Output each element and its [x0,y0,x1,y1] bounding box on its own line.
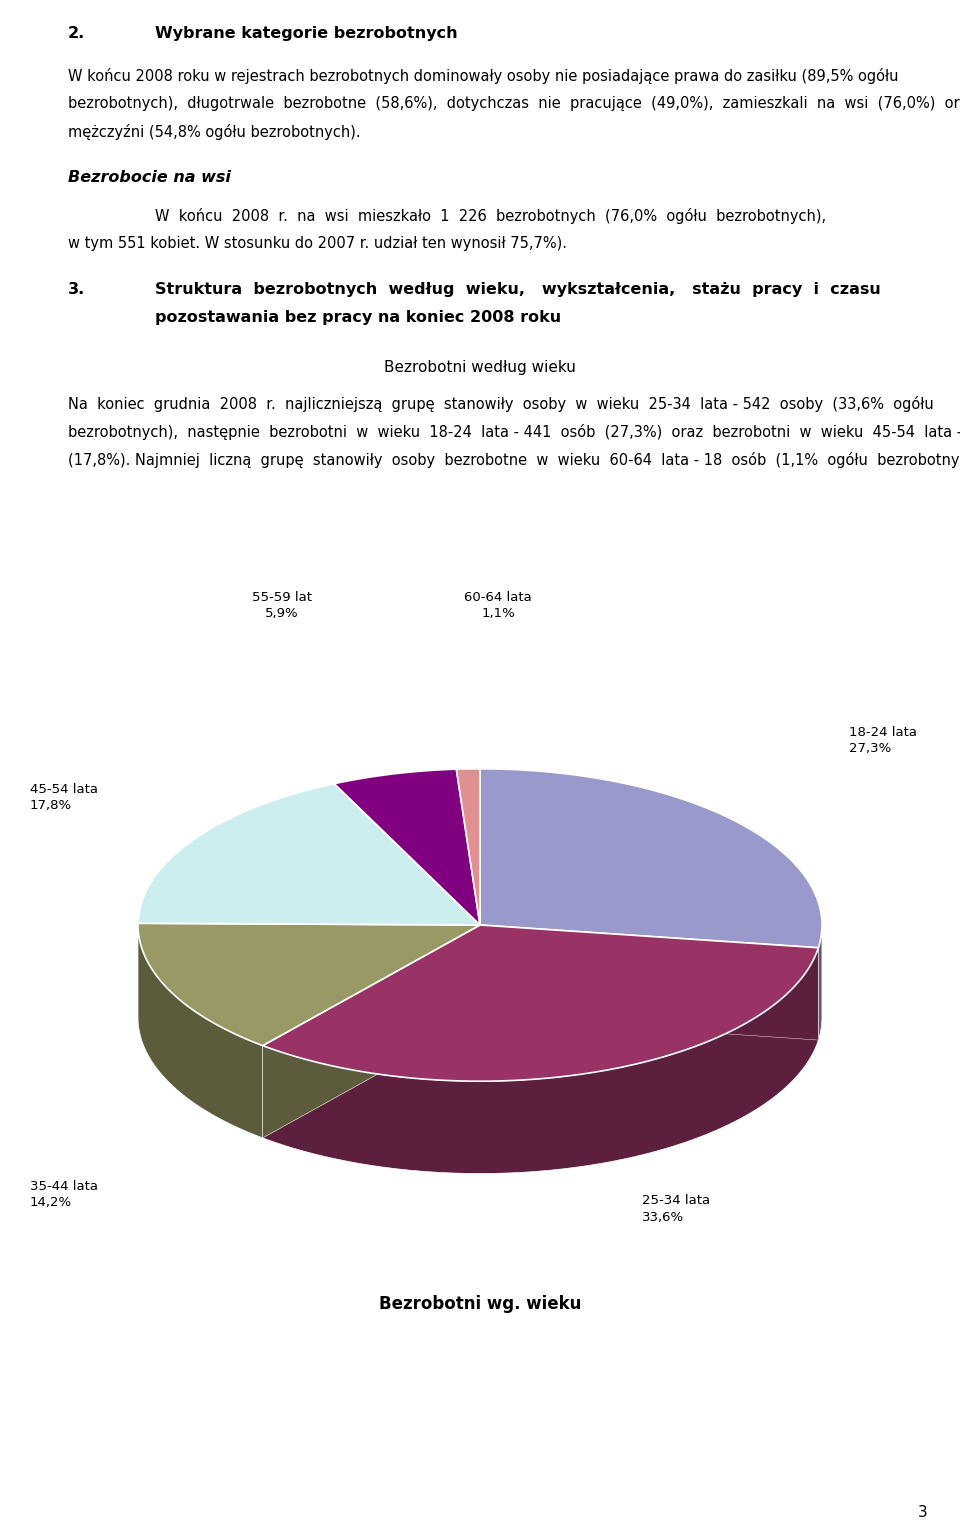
Text: 2.: 2. [68,26,85,41]
Polygon shape [334,768,480,925]
Text: 55-59 lat
5,9%: 55-59 lat 5,9% [252,592,312,619]
Text: bezrobotnych),  następnie  bezrobotni  w  wieku  18-24  lata - 441  osób  (27,3%: bezrobotnych), następnie bezrobotni w wi… [68,424,960,440]
Text: 60-64 lata
1,1%: 60-64 lata 1,1% [464,592,532,619]
Text: 25-34 lata
33,6%: 25-34 lata 33,6% [642,1194,710,1223]
Polygon shape [818,927,822,1041]
Polygon shape [263,925,480,1137]
Text: 3: 3 [919,1505,928,1520]
Polygon shape [456,768,480,925]
Polygon shape [263,925,818,1081]
Text: (17,8%). Najmniej  liczną  grupę  stanowiły  osoby  bezrobotne  w  wieku  60-64 : (17,8%). Najmniej liczną grupę stanowiły… [68,452,960,467]
Text: 18-24 lata
27,3%: 18-24 lata 27,3% [849,725,917,755]
Text: pozostawania bez pracy na koniec 2008 roku: pozostawania bez pracy na koniec 2008 ro… [155,310,562,324]
Text: 3.: 3. [68,281,85,297]
Text: Bezrobotni wg. wieku: Bezrobotni wg. wieku [379,1296,581,1313]
Text: Struktura  bezrobotnych  według  wieku,   wykształcenia,   stażu  pracy  i  czas: Struktura bezrobotnych według wieku, wyk… [155,281,880,297]
Text: bezrobotnych),  długotrwale  bezrobotne  (58,6%),  dotychczas  nie  pracujące  (: bezrobotnych), długotrwale bezrobotne (5… [68,95,960,111]
Polygon shape [263,925,480,1137]
Polygon shape [138,784,480,925]
Text: 45-54 lata
17,8%: 45-54 lata 17,8% [30,782,98,812]
Text: mężczyźni (54,8% ogółu bezrobotnych).: mężczyźni (54,8% ogółu bezrobotnych). [68,124,361,140]
Text: W końcu 2008 roku w rejestrach bezrobotnych dominowały osoby nie posiadające pra: W końcu 2008 roku w rejestrach bezrobotn… [68,68,899,85]
Text: Na  koniec  grudnia  2008  r.  najliczniejszą  grupę  stanowiły  osoby  w  wieku: Na koniec grudnia 2008 r. najliczniejszą… [68,397,934,412]
Polygon shape [138,924,480,1045]
Text: W  końcu  2008  r.  na  wsi  mieszkało  1  226  bezrobotnych  (76,0%  ogółu  bez: W końcu 2008 r. na wsi mieszkało 1 226 b… [155,207,827,224]
Polygon shape [480,925,818,1041]
Polygon shape [138,925,263,1137]
Polygon shape [480,925,818,1041]
Text: 35-44 lata
14,2%: 35-44 lata 14,2% [30,1180,98,1210]
Text: w tym 551 kobiet. W stosunku do 2007 r. udział ten wynosił 75,7%).: w tym 551 kobiet. W stosunku do 2007 r. … [68,237,567,251]
Text: Bezrobotni według wieku: Bezrobotni według wieku [384,360,576,375]
Text: Wybrane kategorie bezrobotnych: Wybrane kategorie bezrobotnych [155,26,458,41]
Polygon shape [480,768,822,948]
Text: Bezrobocie na wsi: Bezrobocie na wsi [68,171,230,184]
Polygon shape [263,948,818,1173]
